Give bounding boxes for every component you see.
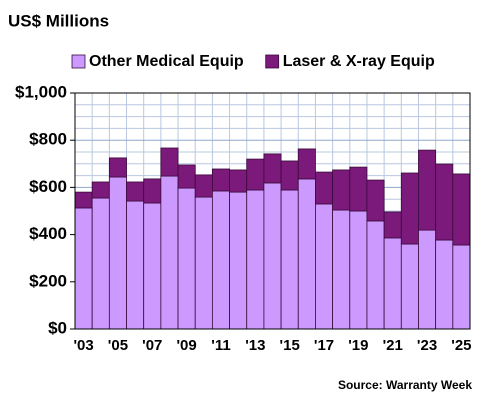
bar-segment — [349, 210, 368, 330]
bar-segment — [160, 175, 179, 330]
y-tick-label: $400 — [29, 224, 67, 243]
bar-segment — [108, 157, 127, 178]
bar-segment — [315, 203, 334, 330]
bar-segment — [229, 169, 248, 193]
legend-label: Laser & X-ray Equip — [283, 53, 435, 70]
bar-segment — [452, 244, 471, 330]
plot-border — [74, 92, 471, 330]
y-tick-label: $200 — [29, 271, 67, 290]
x-tick-label: '09 — [176, 337, 196, 354]
bar-segment — [194, 196, 213, 330]
legend-label: Other Medical Equip — [89, 53, 244, 70]
x-tick-label: '03 — [73, 337, 93, 354]
bar-segment — [143, 202, 162, 330]
x-tick-label: '25 — [451, 337, 471, 354]
bar-segment — [126, 181, 145, 202]
y-tick-label: $600 — [29, 177, 67, 196]
bar-segment — [383, 237, 402, 330]
bar-segment — [366, 220, 385, 330]
x-tick-label: '17 — [314, 337, 334, 354]
bar-segment — [315, 171, 334, 205]
bar-segment — [418, 229, 437, 330]
bar-segment — [263, 182, 282, 330]
source-note: Source: Warranty Week — [338, 378, 472, 392]
y-tick-label: $0 — [48, 318, 67, 337]
y-tick-label: $800 — [29, 130, 67, 149]
x-tick-label: '05 — [108, 337, 128, 354]
chart-title: US$ Millions — [8, 11, 109, 30]
bar-segment — [366, 179, 385, 222]
bar-segment — [177, 164, 196, 189]
x-tick-label: '07 — [142, 337, 162, 354]
bar-segment — [435, 239, 454, 330]
legend-swatch — [71, 54, 86, 69]
bar-segment — [400, 243, 419, 330]
bar-segment — [263, 153, 282, 184]
bar-segment — [108, 176, 127, 330]
bar-segment — [418, 149, 437, 231]
bar-segment — [246, 158, 265, 191]
bar-segment — [383, 211, 402, 239]
bar-segment — [126, 200, 145, 330]
bar-segment — [91, 181, 110, 199]
x-tick-label: '13 — [245, 337, 265, 354]
bar-segment — [160, 147, 179, 177]
bar-segment — [211, 190, 230, 330]
bar-segment — [229, 191, 248, 330]
bar-segment — [177, 187, 196, 330]
x-tick-label: '23 — [417, 337, 437, 354]
bar-segment — [143, 178, 162, 204]
bar-segment — [74, 191, 93, 209]
x-tick-label: '11 — [211, 337, 230, 354]
bar-segment — [74, 207, 93, 330]
bar-segment — [435, 163, 454, 241]
legend-swatch — [265, 54, 280, 69]
bar-segment — [246, 189, 265, 330]
bar-segment — [297, 178, 316, 330]
bar-segment — [194, 174, 213, 198]
bar-segment — [280, 160, 299, 191]
bar-segment — [211, 168, 230, 192]
bar-segment — [332, 169, 351, 211]
bar-segment — [332, 209, 351, 330]
bar-segment — [280, 189, 299, 330]
bar-segment — [91, 197, 110, 330]
bar-segment — [400, 172, 419, 245]
x-tick-label: '15 — [280, 337, 300, 354]
bar-segment — [297, 148, 316, 180]
x-tick-label: '19 — [348, 337, 368, 354]
x-tick-label: '21 — [383, 337, 403, 354]
bar-segment — [349, 166, 368, 212]
bar-segment — [452, 173, 471, 246]
y-tick-label: $1,000 — [15, 82, 67, 101]
